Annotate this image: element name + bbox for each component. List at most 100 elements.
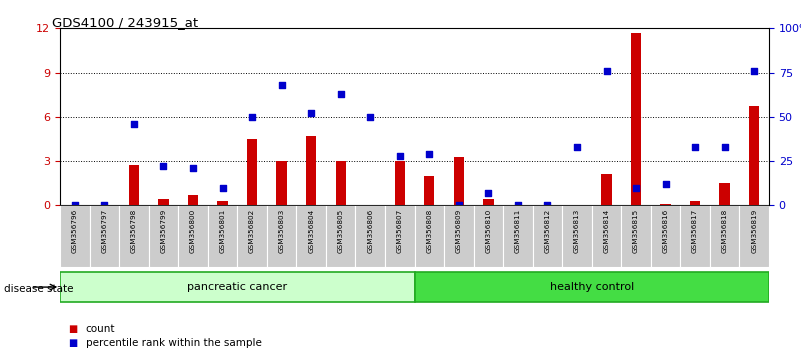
Text: GSM356807: GSM356807	[396, 209, 403, 253]
Bar	[60, 272, 415, 302]
Bar	[415, 205, 444, 267]
Text: GSM356806: GSM356806	[367, 209, 373, 253]
Text: GSM356800: GSM356800	[190, 209, 196, 253]
Point	[453, 202, 465, 208]
Bar	[149, 205, 178, 267]
Text: percentile rank within the sample: percentile rank within the sample	[86, 338, 262, 348]
Text: healthy control: healthy control	[549, 282, 634, 292]
Text: GSM356812: GSM356812	[545, 209, 550, 253]
Point	[659, 181, 672, 187]
Bar	[503, 205, 533, 267]
Bar	[562, 205, 592, 267]
Point	[423, 151, 436, 157]
Text: GSM356814: GSM356814	[603, 209, 610, 253]
Point	[689, 144, 702, 150]
Point	[304, 110, 317, 116]
Text: GSM356802: GSM356802	[249, 209, 255, 253]
Point	[334, 91, 347, 97]
Bar	[247, 139, 257, 205]
Point	[482, 190, 495, 196]
Text: GSM356819: GSM356819	[751, 209, 757, 253]
Text: GSM356815: GSM356815	[633, 209, 639, 253]
Point	[512, 202, 525, 208]
Point	[276, 82, 288, 88]
Point	[393, 153, 406, 159]
Bar	[296, 205, 326, 267]
Text: GSM356817: GSM356817	[692, 209, 698, 253]
Text: GSM356798: GSM356798	[131, 209, 137, 253]
Bar	[187, 195, 198, 205]
Point	[600, 68, 613, 74]
Point	[630, 185, 642, 190]
Text: GSM356818: GSM356818	[722, 209, 727, 253]
Text: GSM356804: GSM356804	[308, 209, 314, 253]
Point	[246, 114, 259, 120]
Point	[718, 144, 731, 150]
Point	[187, 165, 199, 171]
Bar	[336, 161, 346, 205]
Text: ■: ■	[68, 324, 78, 333]
Bar	[395, 161, 405, 205]
Bar	[660, 204, 670, 205]
Bar	[178, 205, 207, 267]
Text: GSM356808: GSM356808	[426, 209, 433, 253]
Bar	[749, 107, 759, 205]
Text: GSM356805: GSM356805	[338, 209, 344, 253]
Text: GSM356811: GSM356811	[515, 209, 521, 253]
Bar	[60, 205, 90, 267]
Bar	[306, 136, 316, 205]
Bar	[415, 272, 769, 302]
Text: GSM356816: GSM356816	[662, 209, 669, 253]
Text: GSM356797: GSM356797	[102, 209, 107, 253]
Point	[127, 121, 140, 127]
Bar	[326, 205, 356, 267]
Bar	[237, 205, 267, 267]
Bar	[207, 205, 237, 267]
Bar	[276, 161, 287, 205]
Text: GSM356809: GSM356809	[456, 209, 462, 253]
Bar	[622, 205, 650, 267]
Bar	[533, 205, 562, 267]
Text: pancreatic cancer: pancreatic cancer	[187, 282, 288, 292]
Text: GSM356796: GSM356796	[72, 209, 78, 253]
Text: disease state: disease state	[4, 284, 74, 293]
Text: GSM356799: GSM356799	[160, 209, 167, 253]
Bar	[631, 33, 642, 205]
Bar	[385, 205, 415, 267]
Bar	[650, 205, 680, 267]
Bar	[739, 205, 769, 267]
Bar	[710, 205, 739, 267]
Bar	[473, 205, 503, 267]
Text: GSM356801: GSM356801	[219, 209, 226, 253]
Point	[157, 164, 170, 169]
Bar	[592, 205, 622, 267]
Bar	[424, 176, 434, 205]
Bar	[453, 156, 464, 205]
Bar	[483, 199, 493, 205]
Point	[68, 202, 81, 208]
Point	[748, 68, 761, 74]
Bar	[444, 205, 473, 267]
Text: GSM356810: GSM356810	[485, 209, 491, 253]
Text: count: count	[86, 324, 115, 333]
Bar	[602, 175, 612, 205]
Point	[364, 114, 376, 120]
Bar	[119, 205, 149, 267]
Text: GDS4100 / 243915_at: GDS4100 / 243915_at	[52, 16, 198, 29]
Point	[216, 185, 229, 190]
Bar	[719, 183, 730, 205]
Point	[570, 144, 583, 150]
Text: GSM356803: GSM356803	[279, 209, 284, 253]
Bar	[680, 205, 710, 267]
Point	[98, 202, 111, 208]
Point	[541, 202, 553, 208]
Text: ■: ■	[68, 338, 78, 348]
Bar	[90, 205, 119, 267]
Bar	[129, 166, 139, 205]
Bar	[267, 205, 296, 267]
Text: GSM356813: GSM356813	[574, 209, 580, 253]
Bar	[159, 199, 169, 205]
Bar	[217, 201, 227, 205]
Bar	[356, 205, 385, 267]
Bar	[690, 201, 700, 205]
